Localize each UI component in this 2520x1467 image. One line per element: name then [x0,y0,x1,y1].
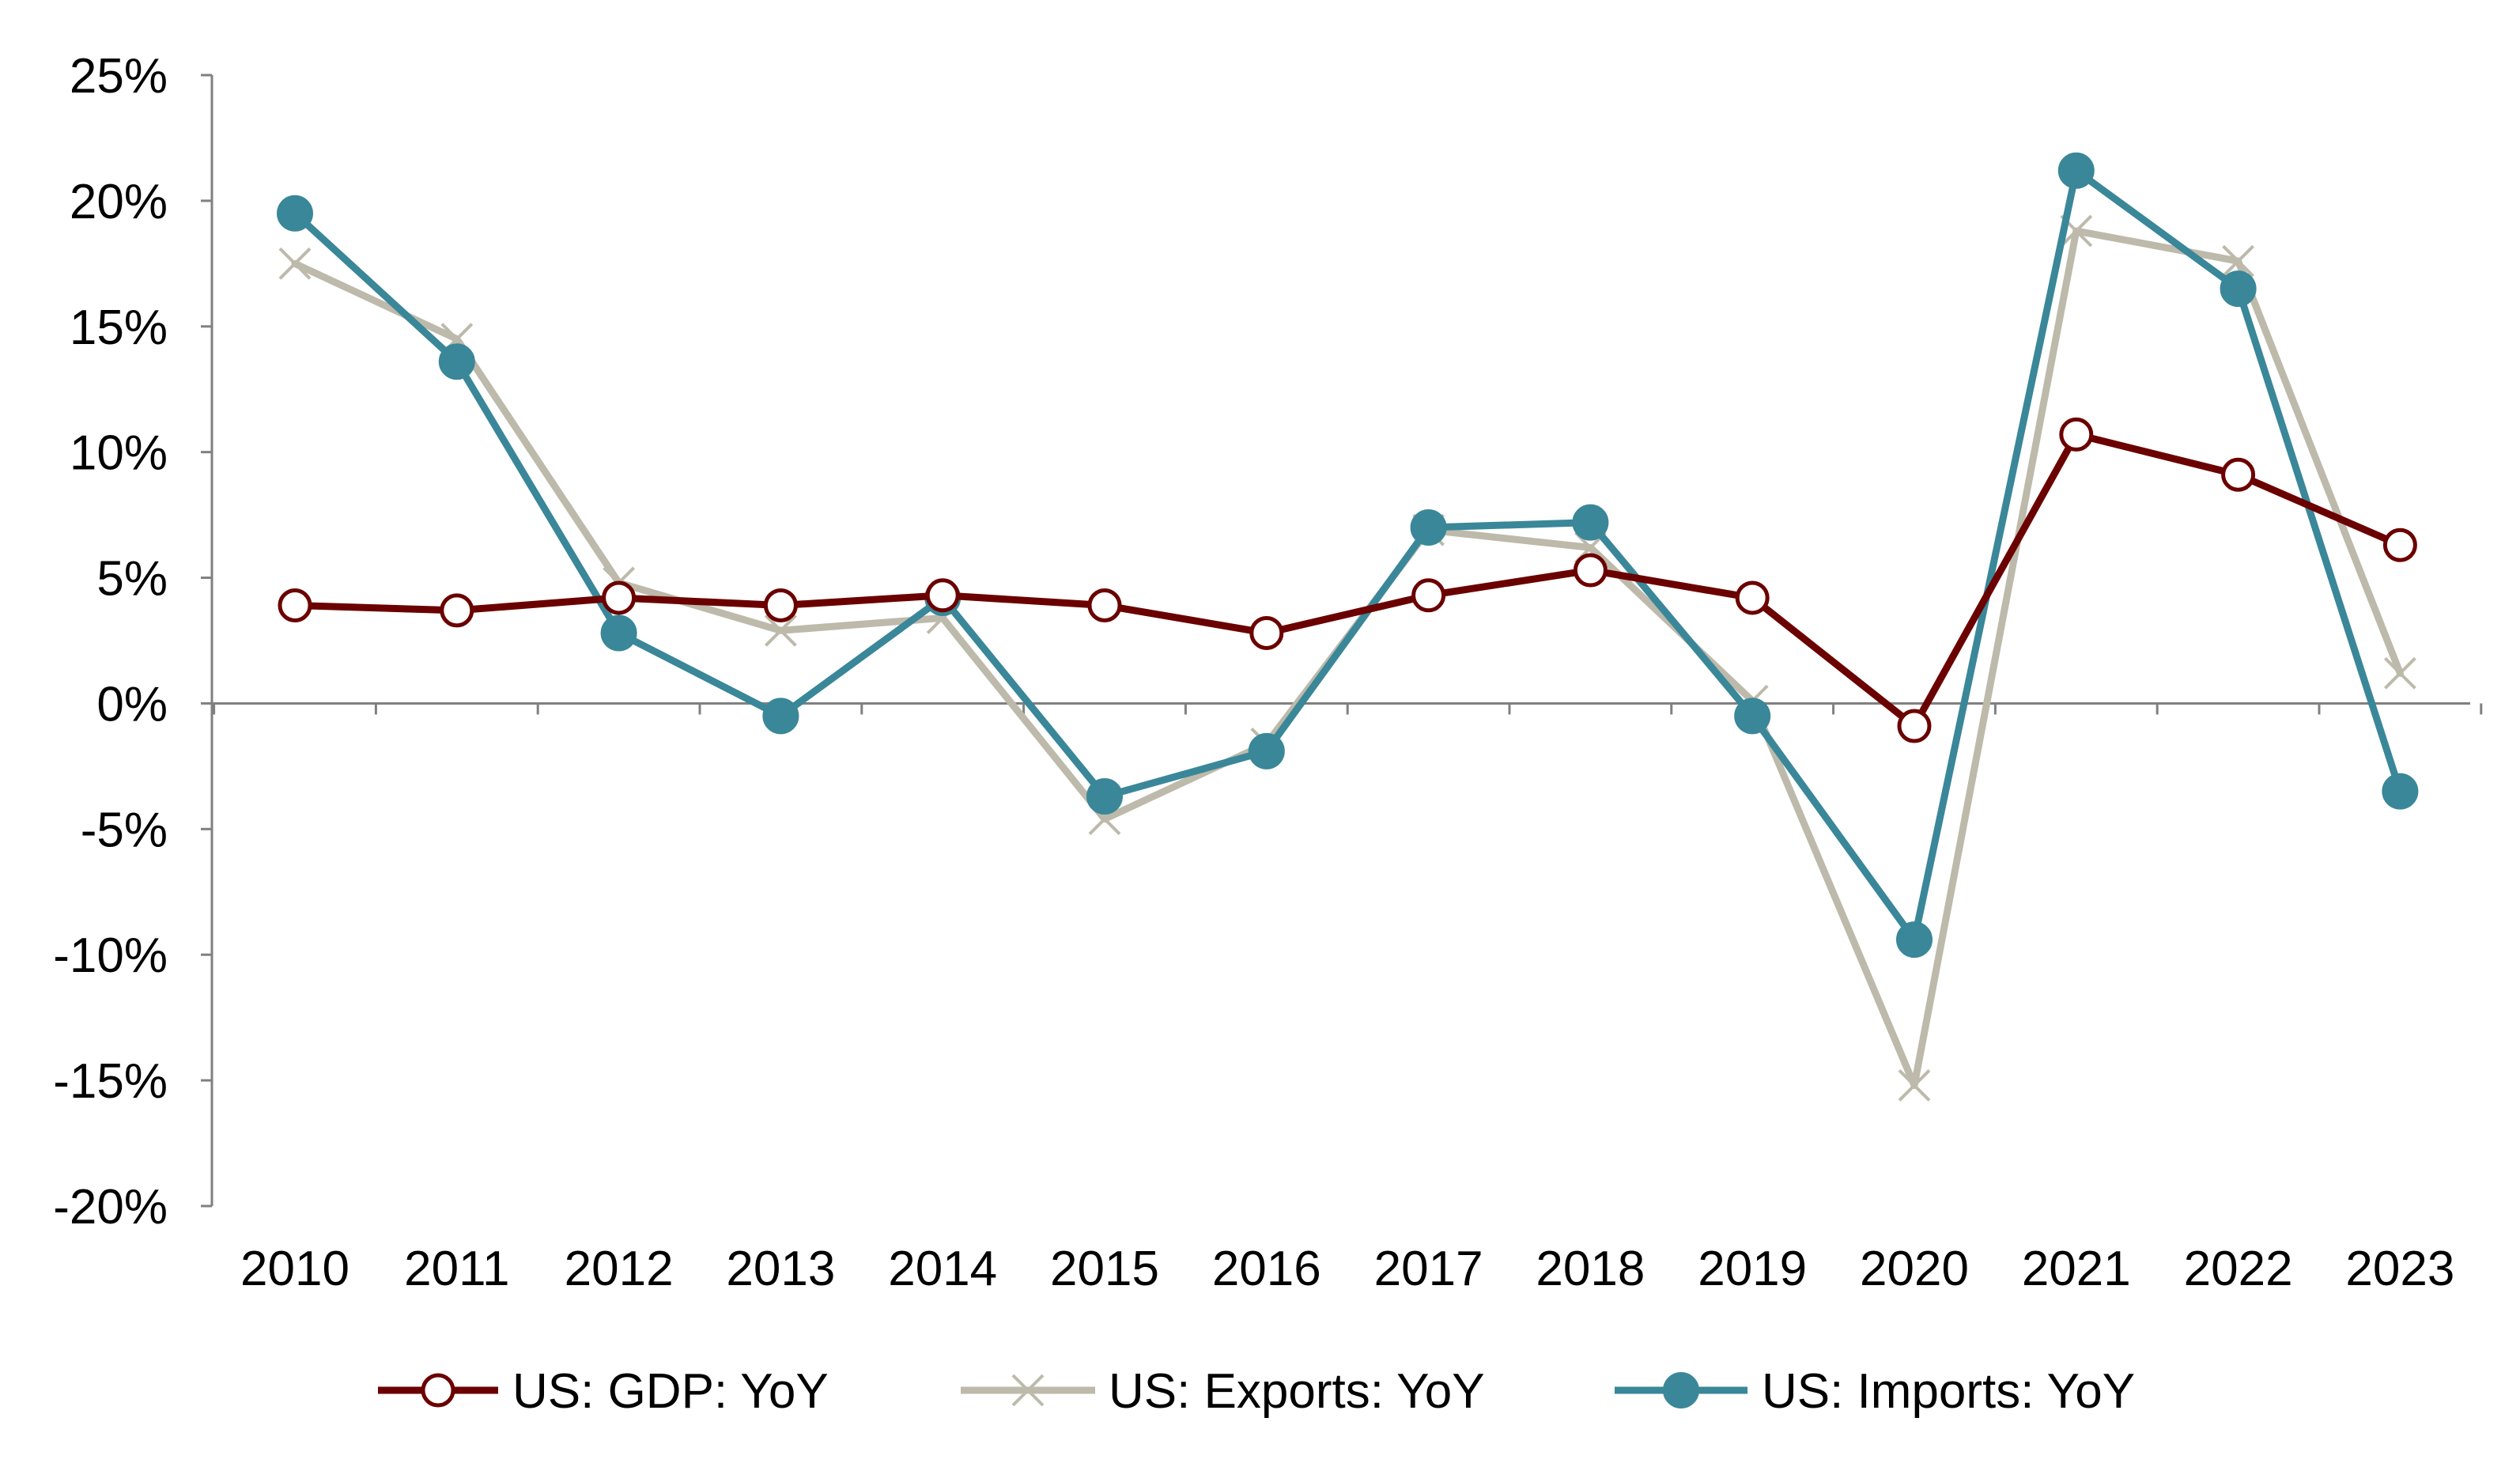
imports-point [438,343,475,380]
gdp-point [925,578,960,613]
gdp-point [1735,580,1770,615]
x-tick-label: 2010 [240,1242,349,1296]
gdp-point [1249,615,1284,650]
gdp-point [440,593,474,628]
imports-point [277,195,313,232]
gdp-point [2382,527,2417,562]
x-axis-tick-labels: 2010 2011 2012 2013 2014 2015 2016 2017 2018 2019… [240,1242,2454,1296]
imports-point [762,698,799,735]
x-tick-label: 2019 [1698,1242,1807,1296]
imports-point [1663,1372,1699,1408]
x-tick-label: 2014 [888,1242,997,1296]
y-tick-label: 0% [96,677,168,732]
y-tick-label: 25% [70,49,168,104]
gdp-point [763,588,798,623]
y-tick-label: -20% [53,1180,168,1234]
x-tick-label: 2015 [1050,1242,1159,1296]
imports-point [1248,732,1285,769]
imports-point [2057,152,2095,189]
y-tick-label: -10% [53,928,168,983]
x-tick-label: 2023 [2345,1242,2454,1296]
gdp-point [421,1373,455,1408]
x-tick-label: 2013 [726,1242,835,1296]
gdp-point [1411,578,1446,613]
gdp-point [1573,553,1608,588]
x-tick-label: 2012 [565,1242,674,1296]
exports-point [1898,1069,1931,1102]
imports-point [1572,504,1609,541]
exports-point [764,614,797,647]
legend: US: GDP: YoY US: Exports: YoY US: Imports:… [378,1364,2135,1419]
imports-point [2220,270,2257,308]
legend-label-imports: US: Imports: YoY [1762,1364,2135,1419]
y-tick-label: -15% [53,1054,168,1109]
axes [201,74,2483,1208]
exports-series [278,214,2416,1102]
x-tick-label: 2011 [404,1242,509,1296]
gdp-point [2221,457,2256,492]
y-tick-label: 15% [70,301,168,355]
exports-point [2222,244,2255,278]
gdp-point [2059,417,2094,452]
y-axis-tick-labels: 25% 20% 15% 10% 5% 0% -5% -10% -15% -20% [53,49,168,1234]
gdp-point [1897,709,1932,743]
y-tick-label: 20% [70,175,168,229]
imports-point [1734,698,1771,735]
y-tick-label: 10% [70,426,168,481]
imports-point [1896,921,1933,958]
gdp-series [278,417,2417,743]
x-tick-label: 2021 [2022,1242,2131,1296]
gdp-point [1087,588,1122,623]
x-tick-label: 2018 [1536,1242,1645,1296]
gdp-point [278,588,312,623]
x-tick-label: 2017 [1374,1242,1483,1296]
legend-item-imports: US: Imports: YoY [1615,1364,2135,1419]
legend-item-gdp: US: GDP: YoY [378,1364,829,1419]
imports-point [600,614,637,652]
imports-series-line [291,167,2404,943]
y-tick-label: 5% [96,552,168,607]
series-layer [277,152,2419,1102]
x-tick-label: 2016 [1212,1242,1321,1296]
y-tick-label: -5% [81,803,168,857]
gdp-point [602,580,637,615]
x-tick-label: 2022 [2184,1242,2293,1296]
gdp-series-line [291,430,2404,730]
imports-point [1086,778,1123,815]
legend-item-exports: US: Exports: YoY [961,1364,1485,1419]
exports-point [1011,1374,1045,1407]
exports-point [2383,656,2416,690]
legend-label-exports: US: Exports: YoY [1109,1364,1485,1419]
exports-point [278,247,312,280]
legend-label-gdp: US: GDP: YoY [512,1364,829,1419]
imports-point [1410,509,1447,546]
x-tick-label: 2020 [1860,1242,1969,1296]
imports-point [2382,773,2419,810]
exports-series-line [291,227,2404,1089]
